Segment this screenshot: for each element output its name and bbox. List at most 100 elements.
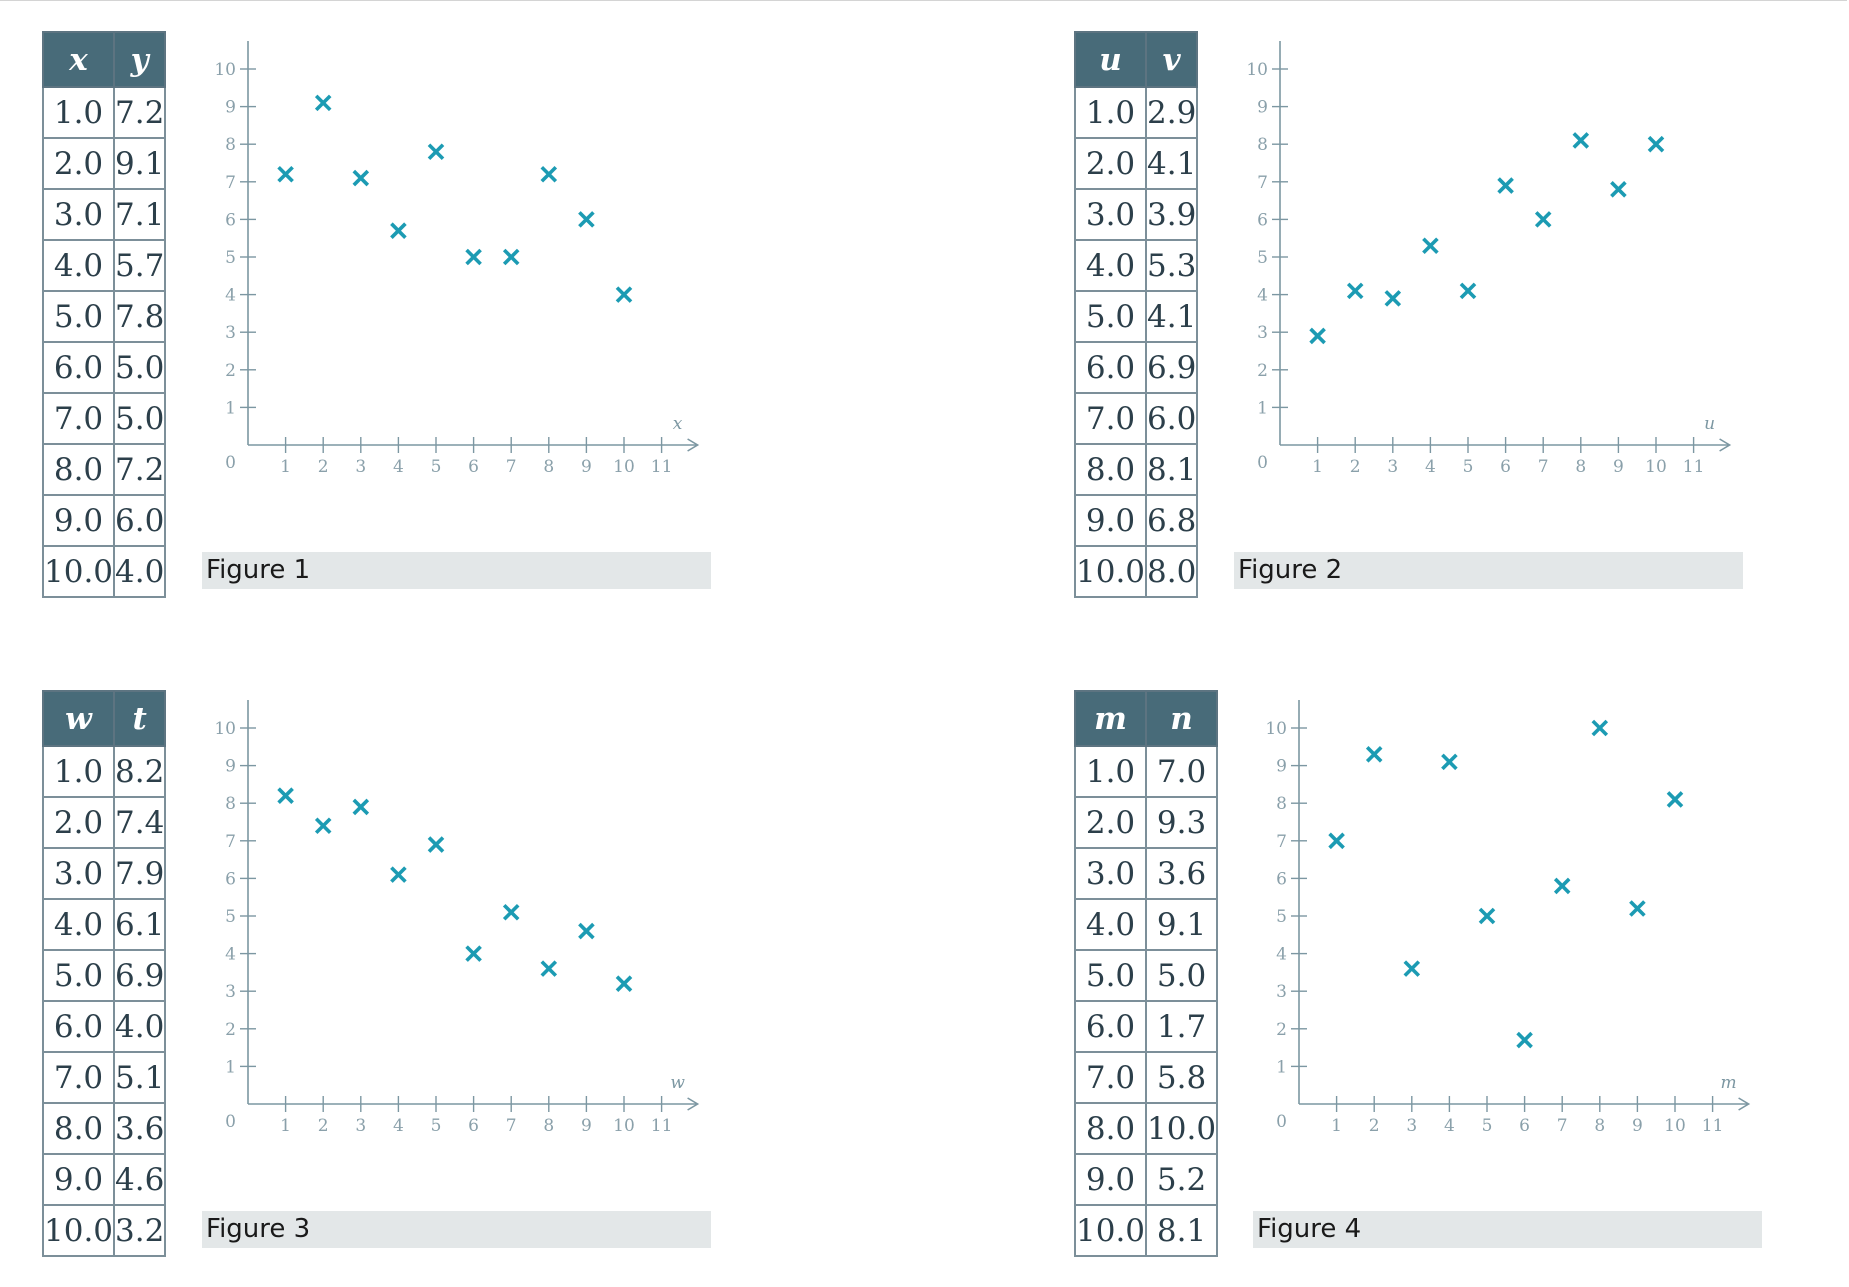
table-cell-independent: 3.0 [1073, 188, 1148, 241]
table-row: 3.0 3.9 [1073, 188, 1199, 241]
data-point [465, 248, 482, 266]
table-cell-dependent: 7.2 [113, 443, 167, 496]
data-point [390, 222, 407, 239]
table-cell-independent: 10.0 [1073, 1204, 1148, 1257]
x-tick-label: 9 [581, 1116, 592, 1136]
table-cell-independent: 2.0 [1073, 137, 1148, 190]
x-tick-label: 9 [1613, 457, 1624, 477]
table-row: 10.0 8.1 [1073, 1204, 1219, 1257]
x-tick-label: 11 [1683, 457, 1705, 477]
table-cell-independent: 5.0 [1073, 290, 1148, 343]
x-axis-arrow [687, 1097, 700, 1111]
x-tick-label: 9 [1632, 1116, 1643, 1136]
table-cell-independent: 1.0 [1073, 86, 1148, 139]
data-point [1441, 753, 1458, 771]
table-body: 1.0 2.9 2.0 4.1 3.0 3.9 4.0 5.3 5.0 4.1 6.0 6.9 7.0 6… [1073, 86, 1199, 598]
y-tick-label: 5 [225, 248, 236, 268]
x-axis-arrow [1719, 438, 1732, 452]
data-point [390, 866, 407, 883]
data-point [1346, 282, 1364, 300]
x-axis-label: m [1721, 1073, 1737, 1093]
table-cell-dependent: 9.3 [1145, 796, 1219, 849]
data-point [1328, 832, 1345, 850]
y-tick-label: 5 [1276, 907, 1287, 927]
table-cell-independent: 8.0 [1073, 443, 1148, 496]
table-row: 2.0 9.3 [1073, 796, 1219, 849]
y-tick-label: 8 [225, 794, 236, 814]
table-cell-dependent: 5.0 [113, 341, 167, 394]
table-row: 5.0 5.0 [1073, 949, 1219, 1002]
data-table-1: x y 1.0 7.2 2.0 9.1 3.0 7.1 4.0 5.7 5.0 7.8 6.0 5.0… [41, 31, 167, 598]
data-point [1516, 1031, 1533, 1049]
y-tick-label: 5 [1257, 248, 1268, 268]
table-cell-independent: 4.0 [41, 898, 116, 951]
y-tick-label: 6 [225, 869, 236, 889]
y-tick-label: 2 [225, 1020, 236, 1040]
x-tick-label: 7 [506, 1116, 517, 1136]
table-cell-dependent: 5.8 [1145, 1051, 1219, 1104]
data-point [277, 787, 294, 804]
data-point [1384, 290, 1402, 307]
table-row: 4.0 9.1 [1073, 898, 1219, 951]
x-tick-label: 3 [355, 457, 366, 477]
table-cell-independent: 3.0 [1073, 847, 1148, 900]
table-cell-dependent: 6.8 [1145, 494, 1199, 547]
table-cell-independent: 10.0 [1073, 545, 1148, 598]
y-tick-label: 2 [1276, 1020, 1287, 1040]
y-tick-label: 10 [1246, 60, 1268, 80]
y-tick-label: 7 [1257, 173, 1268, 193]
data-point [1534, 211, 1552, 228]
x-tick-label: 1 [1331, 1116, 1342, 1136]
table-header-n: n [1145, 690, 1219, 747]
table-cell-independent: 4.0 [41, 239, 116, 292]
table-cell-independent: 6.0 [1073, 1000, 1148, 1053]
table-cell-independent: 8.0 [1073, 1102, 1148, 1155]
x-tick-label: 1 [280, 457, 291, 477]
table-cell-dependent: 2.9 [1145, 86, 1199, 139]
figure-caption-3: Figure 3 [202, 1211, 711, 1248]
table-row: 8.0 8.1 [1073, 443, 1199, 496]
table-row: 7.0 5.1 [41, 1051, 167, 1104]
table-row: 1.0 7.0 [1073, 745, 1219, 798]
table-cell-independent: 4.0 [1073, 239, 1148, 292]
data-point [427, 143, 445, 160]
table-cell-dependent: 7.2 [113, 86, 167, 139]
y-tick-label: 7 [225, 173, 236, 193]
table-cell-independent: 7.0 [1073, 392, 1148, 445]
table-cell-dependent: 7.8 [113, 290, 167, 343]
table-row: 10.0 4.0 [41, 545, 167, 598]
x-tick-label: 10 [1664, 1116, 1686, 1136]
figure-caption-4: Figure 4 [1253, 1211, 1762, 1248]
x-tick-label: 10 [613, 1116, 635, 1136]
table-cell-independent: 8.0 [41, 1102, 116, 1155]
data-point [1365, 746, 1383, 763]
table-cell-independent: 9.0 [1073, 494, 1148, 547]
data-point [1309, 327, 1326, 345]
data-point [615, 975, 633, 992]
y-tick-label: 2 [1257, 361, 1268, 381]
data-point [540, 166, 558, 183]
table-cell-dependent: 8.1 [1145, 443, 1199, 496]
table-row: 9.0 6.8 [1073, 494, 1199, 547]
data-table-3: w t 1.0 8.2 2.0 7.4 3.0 7.9 4.0 6.1 5.0 6.9 6.0 4.0… [41, 690, 167, 1257]
y-tick-label: 11 [214, 41, 236, 42]
x-tick-label: 2 [1369, 1116, 1380, 1136]
table-cell-independent: 1.0 [41, 745, 116, 798]
table-cell-independent: 1.0 [41, 86, 116, 139]
y-tick-label: 3 [225, 323, 236, 343]
table-cell-independent: 6.0 [41, 341, 116, 394]
y-tick-label: 10 [214, 719, 236, 739]
y-tick-label: 7 [225, 832, 236, 852]
table-cell-dependent: 6.9 [1145, 341, 1199, 394]
data-point [1610, 181, 1627, 198]
y-tick-label: 9 [1257, 98, 1268, 118]
x-axis-label: u [1704, 414, 1715, 434]
table-cell-dependent: 9.1 [113, 137, 167, 190]
table-cell-independent: 4.0 [1073, 898, 1148, 951]
table-cell-dependent: 4.1 [1145, 137, 1199, 190]
x-tick-label: 8 [543, 457, 554, 477]
data-point [277, 166, 294, 183]
table-cell-independent: 5.0 [41, 949, 116, 1002]
table-cell-independent: 7.0 [41, 392, 116, 445]
table-header-w: w [41, 690, 116, 747]
